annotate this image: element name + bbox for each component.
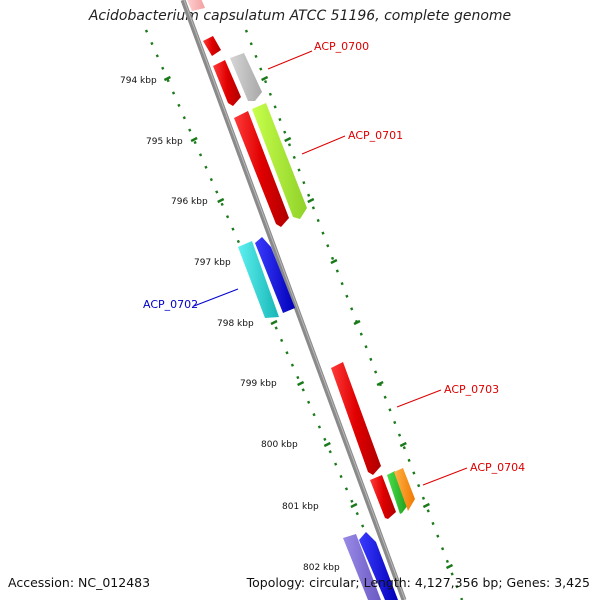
leader-line: [301, 135, 346, 155]
leader-line: [422, 467, 468, 486]
gene-arrow[interactable]: [387, 471, 408, 514]
lane-border-right: [244, 29, 464, 600]
leader-line: [193, 288, 239, 307]
accession-text: Accession: NC_012483: [8, 575, 151, 590]
gene-label[interactable]: ACP_0700: [314, 40, 369, 53]
gene-arrow[interactable]: [230, 53, 262, 101]
tick-right: [376, 380, 384, 387]
tick-label: 795 kbp: [146, 137, 183, 147]
tick-label: 802 kbp: [303, 563, 340, 573]
gene-arrow[interactable]: [394, 468, 415, 511]
leader-line: [267, 50, 313, 70]
tick-left: [297, 380, 305, 387]
gene-arrow[interactable]: [252, 103, 307, 219]
gene-arrow[interactable]: [331, 362, 381, 475]
gene-arrow[interactable]: [187, 0, 205, 11]
genome-backbone-highlight: [183, 0, 406, 600]
tick-right: [284, 136, 292, 143]
tick-left: [163, 75, 171, 82]
tick-right: [330, 258, 338, 265]
genome-summary: Topology: circular; Length: 4,127,356 bp…: [246, 575, 590, 590]
gene-arrow[interactable]: [238, 241, 279, 318]
tick-left: [323, 441, 331, 448]
tick-label: 799 kbp: [240, 379, 277, 389]
tick-right: [353, 319, 361, 326]
tick-label: 794 kbp: [120, 76, 157, 86]
gene-label[interactable]: ACP_0701: [348, 129, 403, 142]
tick-label: 798 kbp: [217, 319, 254, 329]
genome-title: Acidobacterium capsulatum ATCC 51196, co…: [88, 8, 512, 24]
tick-label: 797 kbp: [194, 258, 231, 268]
tick-left: [217, 197, 225, 204]
tick-marks: [163, 75, 454, 570]
tick-left: [270, 319, 278, 326]
tick-label: 800 kbp: [261, 440, 298, 450]
tick-left: [350, 502, 358, 509]
gene-label[interactable]: ACP_0702: [143, 298, 198, 311]
gene-arrow[interactable]: [234, 111, 289, 227]
gene-arrow[interactable]: [370, 475, 396, 519]
leader-line: [396, 389, 442, 408]
tick-left: [190, 136, 198, 143]
tick-right: [422, 502, 430, 509]
tick-right: [261, 75, 269, 82]
tick-right: [399, 441, 407, 448]
tick-right: [445, 563, 454, 570]
gene-label[interactable]: ACP_0703: [444, 383, 499, 396]
gene-arrow[interactable]: [359, 532, 398, 600]
gene-arrow[interactable]: [255, 237, 295, 313]
tick-label: 796 kbp: [171, 197, 208, 207]
tick-label: 801 kbp: [282, 502, 319, 512]
gene-arrow[interactable]: [343, 534, 381, 600]
gene-arrow[interactable]: [203, 36, 221, 56]
tick-right: [307, 197, 315, 204]
gene-label[interactable]: ACP_0704: [470, 461, 525, 474]
gene-arrow[interactable]: [213, 60, 241, 106]
genome-backbone: [180, 0, 407, 600]
